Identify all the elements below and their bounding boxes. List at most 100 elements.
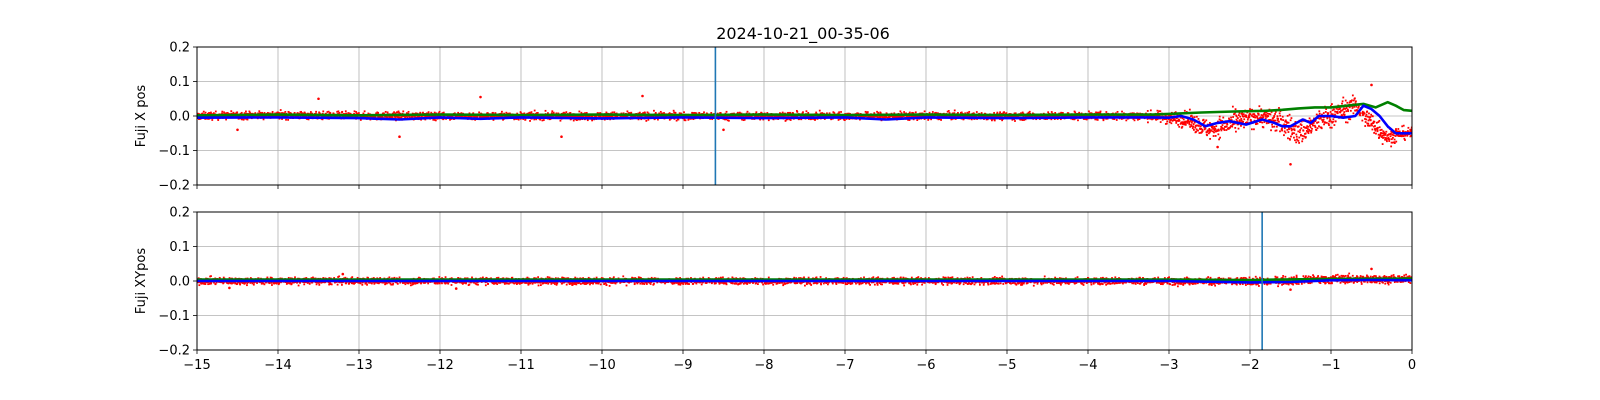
scatter-point	[1355, 100, 1357, 103]
scatter-point	[338, 275, 341, 278]
scatter-point	[359, 119, 362, 121]
scatter-point	[405, 112, 408, 115]
scatter-point	[1378, 126, 1381, 129]
scatter-point	[698, 112, 701, 115]
scatter-point	[361, 281, 364, 284]
scatter-point	[712, 115, 715, 118]
scatter-point	[1272, 119, 1275, 122]
scatter-point	[1226, 123, 1229, 126]
scatter-point	[684, 119, 687, 122]
scatter-point	[1257, 113, 1260, 116]
scatter-point	[422, 111, 424, 114]
scatter-point	[476, 116, 479, 119]
scatter-point	[1028, 110, 1031, 113]
scatter-point	[1376, 129, 1379, 132]
scatter-point	[299, 281, 301, 284]
scatter-point	[1193, 121, 1196, 124]
scatter-point	[1165, 118, 1168, 120]
scatter-point	[292, 281, 295, 284]
scatter-point	[215, 281, 218, 284]
scatter-point	[1304, 126, 1306, 129]
scatter-point	[1287, 131, 1290, 133]
scatter-point	[1120, 118, 1123, 120]
scatter-point	[234, 282, 237, 285]
scatter-point	[1178, 119, 1181, 122]
scatter-point	[605, 115, 608, 118]
scatter-point	[344, 110, 347, 113]
scatter-point	[1341, 100, 1344, 103]
scatter-point	[1299, 129, 1302, 131]
scatter-point	[1190, 121, 1193, 124]
scatter-point	[1336, 110, 1339, 113]
scatter-point	[1001, 119, 1004, 122]
scatter-point	[277, 283, 280, 286]
scatter-point	[1346, 101, 1349, 104]
scatter-point	[274, 281, 277, 284]
scatter-point	[1274, 113, 1276, 115]
scatter-point	[1319, 117, 1322, 120]
scatter-point	[441, 112, 444, 115]
scatter-point	[938, 118, 941, 120]
scatter-point	[1038, 115, 1041, 118]
scatter-point	[1403, 137, 1406, 140]
scatter-point	[1347, 110, 1350, 113]
scatter-point	[613, 111, 616, 114]
scatter-point	[1387, 136, 1390, 139]
scatter-point	[672, 109, 675, 112]
scatter-point	[888, 116, 891, 119]
scatter-point	[1333, 108, 1335, 111]
scatter-point	[1300, 124, 1303, 127]
scatter-point	[1258, 117, 1261, 119]
scatter-point	[516, 112, 519, 115]
scatter-point	[910, 115, 913, 118]
scatter-point	[242, 118, 245, 121]
scatter-point	[1250, 120, 1253, 123]
scatter-point	[1218, 118, 1221, 121]
scatter-point	[865, 112, 868, 115]
scatter-point	[362, 112, 365, 115]
scatter-point	[1218, 115, 1221, 118]
scatter-point	[647, 112, 650, 115]
scatter-point	[889, 115, 892, 118]
scatter-point	[1195, 130, 1197, 133]
scatter-point	[1217, 128, 1220, 131]
scatter-point	[840, 111, 842, 113]
scatter-point	[1197, 129, 1199, 132]
scatter-point	[1181, 121, 1184, 124]
scatter-point	[370, 282, 373, 285]
scatter-point	[1284, 131, 1287, 134]
scatter-point	[1168, 114, 1170, 117]
scatter-point	[1263, 121, 1266, 123]
scatter-point	[300, 110, 303, 113]
scatter-point	[1289, 138, 1291, 141]
scatter-point	[1341, 114, 1344, 117]
scatter-outlier	[317, 97, 320, 101]
scatter-point	[453, 112, 456, 115]
scatter-point	[1262, 126, 1265, 129]
scatter-point	[1368, 118, 1371, 121]
scatter-point	[1280, 118, 1283, 121]
scatter-point	[781, 115, 784, 118]
scatter-point	[1209, 122, 1211, 124]
scatter-point	[900, 116, 903, 118]
scatter-point	[1183, 123, 1186, 126]
scatter-point	[287, 110, 290, 113]
scatter-point	[318, 112, 321, 115]
scatter-point	[1251, 115, 1254, 118]
scatter-point	[1239, 115, 1242, 118]
scatter-point	[1286, 128, 1289, 131]
scatter-point	[1377, 121, 1380, 123]
scatter-point	[675, 119, 678, 122]
scatter-point	[1249, 119, 1252, 121]
scatter-point	[1305, 129, 1308, 132]
scatter-point	[980, 112, 983, 114]
scatter-point	[248, 110, 251, 113]
scatter-point	[333, 277, 336, 279]
scatter-point	[1164, 123, 1167, 125]
scatter-point	[1218, 129, 1220, 132]
scatter-point	[304, 112, 307, 115]
scatter-point	[258, 110, 261, 113]
scatter-point	[523, 112, 526, 115]
scatter-point	[1364, 115, 1367, 118]
scatter-point	[673, 117, 676, 120]
